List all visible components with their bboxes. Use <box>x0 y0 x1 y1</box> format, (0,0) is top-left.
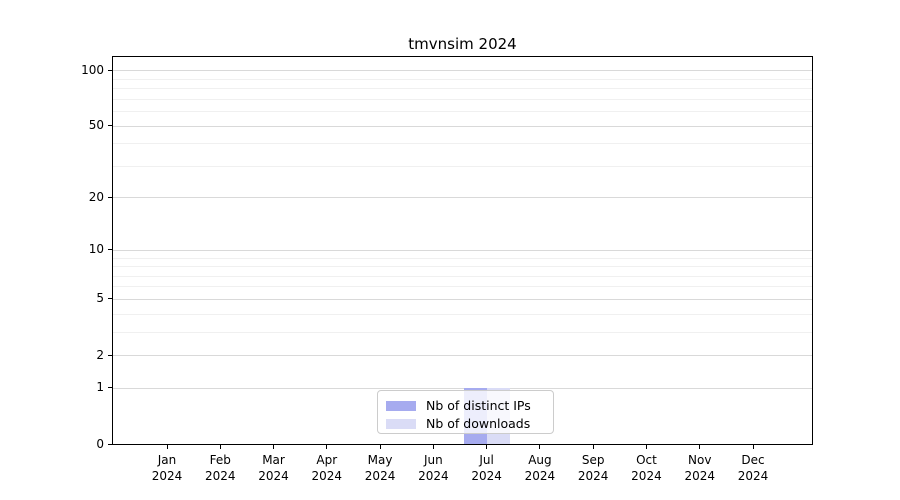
y-gridline-major <box>113 70 812 72</box>
x-tick <box>273 445 275 449</box>
legend-entry-downloads: Nb of downloads <box>386 416 553 432</box>
y-tick-label: 20 <box>88 189 104 204</box>
x-tick-label: Feb 2024 <box>204 453 236 483</box>
y-tick-label: 0 <box>96 436 104 451</box>
x-tick-label: Jun 2024 <box>418 453 449 483</box>
x-tick-label: Aug 2024 <box>524 453 556 483</box>
y-tick <box>108 249 112 250</box>
y-tick <box>108 387 112 388</box>
x-tick-label: May 2024 <box>364 453 396 483</box>
y-gridline-major <box>113 125 812 127</box>
chart-title: tmvnsim 2024 <box>408 35 517 53</box>
x-tick-label: Jul 2024 <box>471 453 502 483</box>
x-tick <box>219 445 221 449</box>
x-tick-label: Mar 2024 <box>258 453 289 483</box>
legend: Nb of distinct IPs Nb of downloads <box>377 390 554 434</box>
y-gridline-minor <box>113 165 812 167</box>
y-tick-label: 1 <box>96 380 104 395</box>
y-gridline-minor <box>113 143 812 145</box>
y-gridline-major <box>113 355 812 357</box>
y-gridline-major <box>113 197 812 199</box>
y-tick <box>108 444 112 445</box>
y-tick-label: 50 <box>88 118 104 133</box>
y-gridline-minor <box>113 111 812 113</box>
x-tick-label: Dec 2024 <box>737 453 769 483</box>
y-gridline-minor <box>113 266 812 268</box>
y-tick <box>108 355 112 356</box>
y-gridline-major <box>113 249 812 251</box>
y-gridline-minor <box>113 88 812 90</box>
x-tick-label: Nov 2024 <box>684 453 715 483</box>
x-tick-label: Apr 2024 <box>311 453 343 483</box>
y-tick-label: 5 <box>96 291 104 306</box>
legend-label-distinct-ips: Nb of distinct IPs <box>426 398 531 413</box>
x-tick-label: Sep 2024 <box>577 453 609 483</box>
y-gridline-major <box>113 298 812 300</box>
y-tick <box>108 197 112 198</box>
y-gridline-minor <box>113 257 812 259</box>
y-tick-label: 10 <box>88 242 104 257</box>
y-gridline-minor <box>113 275 812 277</box>
legend-label-downloads: Nb of downloads <box>426 416 531 431</box>
x-tick <box>699 445 701 449</box>
y-tick-label: 2 <box>96 347 104 362</box>
y-tick-label: 100 <box>81 62 104 77</box>
x-tick <box>592 445 594 449</box>
y-tick <box>108 298 112 299</box>
x-tick <box>432 445 434 449</box>
x-tick <box>166 445 168 449</box>
x-tick <box>486 445 488 449</box>
legend-entry-distinct-ips: Nb of distinct IPs <box>386 398 553 414</box>
legend-swatch-downloads <box>386 419 416 429</box>
y-gridline-minor <box>113 78 812 80</box>
x-tick <box>326 445 328 449</box>
y-gridline-minor <box>113 313 812 315</box>
x-tick <box>752 445 754 449</box>
plot-area <box>112 56 813 445</box>
y-tick <box>108 125 112 126</box>
y-gridline-minor <box>113 98 812 100</box>
y-gridline-major <box>113 387 812 389</box>
y-tick <box>108 70 112 71</box>
x-tick <box>539 445 541 449</box>
x-tick <box>379 445 381 449</box>
y-gridline-minor <box>113 331 812 333</box>
x-tick-label: Oct 2024 <box>631 453 662 483</box>
y-gridline-minor <box>113 286 812 288</box>
legend-swatch-distinct-ips <box>386 401 416 411</box>
x-tick-label: Jan 2024 <box>151 453 183 483</box>
x-tick <box>645 445 647 449</box>
